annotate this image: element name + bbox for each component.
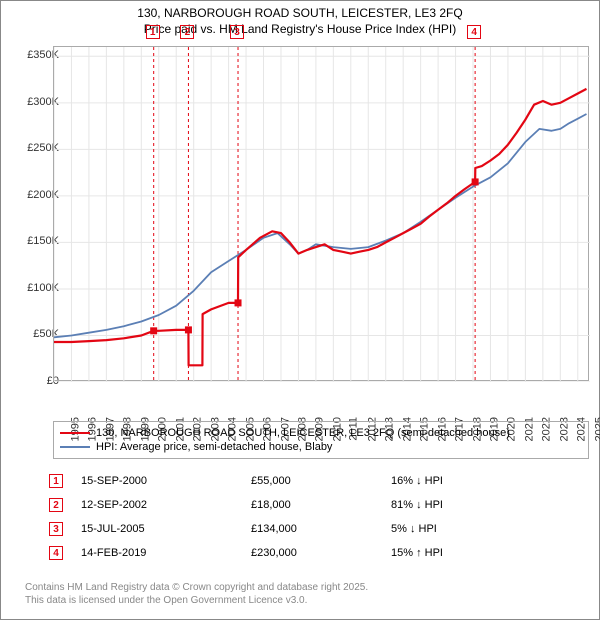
sales-date: 14-FEB-2019	[81, 547, 251, 559]
sales-row: 2 12-SEP-2002 £18,000 81% ↓ HPI	[31, 493, 571, 517]
legend-swatch-1	[60, 432, 90, 434]
sales-row: 1 15-SEP-2000 £55,000 16% ↓ HPI	[31, 469, 571, 493]
sales-marker-cell: 3	[31, 522, 81, 536]
sales-row: 3 15-JUL-2005 £134,000 5% ↓ HPI	[31, 517, 571, 541]
chart-plot-area: 1234	[53, 46, 589, 381]
sales-marker-icon: 2	[49, 498, 63, 512]
title-line-1: 130, NARBOROUGH ROAD SOUTH, LEICESTER, L…	[1, 5, 599, 21]
sales-pct: 5% ↓ HPI	[391, 523, 551, 535]
legend-row-2: HPI: Average price, semi-detached house,…	[60, 440, 582, 454]
sales-marker-icon: 3	[49, 522, 63, 536]
chart-marker-1: 1	[146, 25, 160, 39]
sales-row: 4 14-FEB-2019 £230,000 15% ↑ HPI	[31, 541, 571, 565]
footer-note: Contains HM Land Registry data © Crown c…	[25, 581, 368, 607]
sales-price: £55,000	[251, 475, 391, 487]
chart-svg	[54, 47, 590, 382]
chart-marker-4: 4	[467, 25, 481, 39]
sales-marker-cell: 4	[31, 546, 81, 560]
sales-marker-icon: 4	[49, 546, 63, 560]
sales-pct: 15% ↑ HPI	[391, 547, 551, 559]
legend-row-1: 130, NARBOROUGH ROAD SOUTH, LEICESTER, L…	[60, 426, 582, 440]
sales-pct: 81% ↓ HPI	[391, 499, 551, 511]
sales-price: £134,000	[251, 523, 391, 535]
title-line-2: Price paid vs. HM Land Registry's House …	[1, 21, 599, 37]
chart-marker-2: 2	[180, 25, 194, 39]
legend-label-1: 130, NARBOROUGH ROAD SOUTH, LEICESTER, L…	[96, 427, 510, 439]
sales-date: 15-JUL-2005	[81, 523, 251, 535]
sales-price: £18,000	[251, 499, 391, 511]
legend: 130, NARBOROUGH ROAD SOUTH, LEICESTER, L…	[53, 421, 589, 459]
footer-line-2: This data is licensed under the Open Gov…	[25, 594, 368, 607]
x-tick-label: 2025	[593, 417, 600, 441]
footer-line-1: Contains HM Land Registry data © Crown c…	[25, 581, 368, 594]
legend-label-2: HPI: Average price, semi-detached house,…	[96, 441, 332, 453]
sales-marker-icon: 1	[49, 474, 63, 488]
sales-pct: 16% ↓ HPI	[391, 475, 551, 487]
sales-price: £230,000	[251, 547, 391, 559]
legend-swatch-2	[60, 446, 90, 448]
sales-date: 15-SEP-2000	[81, 475, 251, 487]
chart-marker-3: 3	[230, 25, 244, 39]
sales-marker-cell: 2	[31, 498, 81, 512]
chart-container: 130, NARBOROUGH ROAD SOUTH, LEICESTER, L…	[0, 0, 600, 620]
sales-marker-cell: 1	[31, 474, 81, 488]
sales-date: 12-SEP-2002	[81, 499, 251, 511]
sales-table: 1 15-SEP-2000 £55,000 16% ↓ HPI 2 12-SEP…	[31, 469, 571, 565]
title-block: 130, NARBOROUGH ROAD SOUTH, LEICESTER, L…	[1, 1, 599, 37]
